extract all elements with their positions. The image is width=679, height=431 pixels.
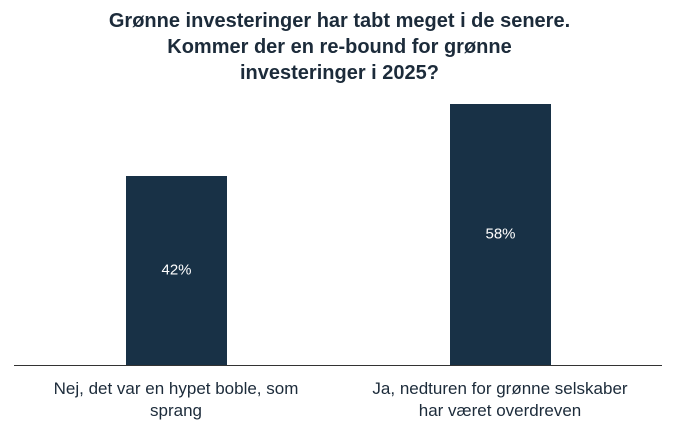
category-label-ja-line-2: har været overdreven bbox=[418, 401, 582, 420]
chart-title-line-2: Kommer der en re-bound for grønne bbox=[167, 36, 512, 58]
bar-1 bbox=[450, 104, 551, 365]
chart-title-line-3: investeringer i 2025? bbox=[240, 62, 439, 84]
category-label-ja-line-1: Ja, nedturen for grønne selskaber bbox=[372, 379, 628, 398]
data-label-1: 58% bbox=[485, 225, 515, 242]
chart-title-line-1: Grønne investeringer har tabt meget i de… bbox=[108, 10, 571, 32]
data-label-0: 42% bbox=[161, 261, 191, 278]
category-label-nej-line-1: Nej, det var en hypet boble, som bbox=[53, 379, 299, 398]
category-label-ja: Ja, nedturen for grønne selskaber har væ… bbox=[350, 378, 650, 422]
category-label-nej-line-2: sprang bbox=[150, 401, 202, 420]
chart-title: Grønne investeringer har tabt meget i de… bbox=[0, 8, 679, 86]
bar-0 bbox=[126, 176, 227, 365]
category-label-nej: Nej, det var en hypet boble, som sprang bbox=[26, 378, 326, 422]
